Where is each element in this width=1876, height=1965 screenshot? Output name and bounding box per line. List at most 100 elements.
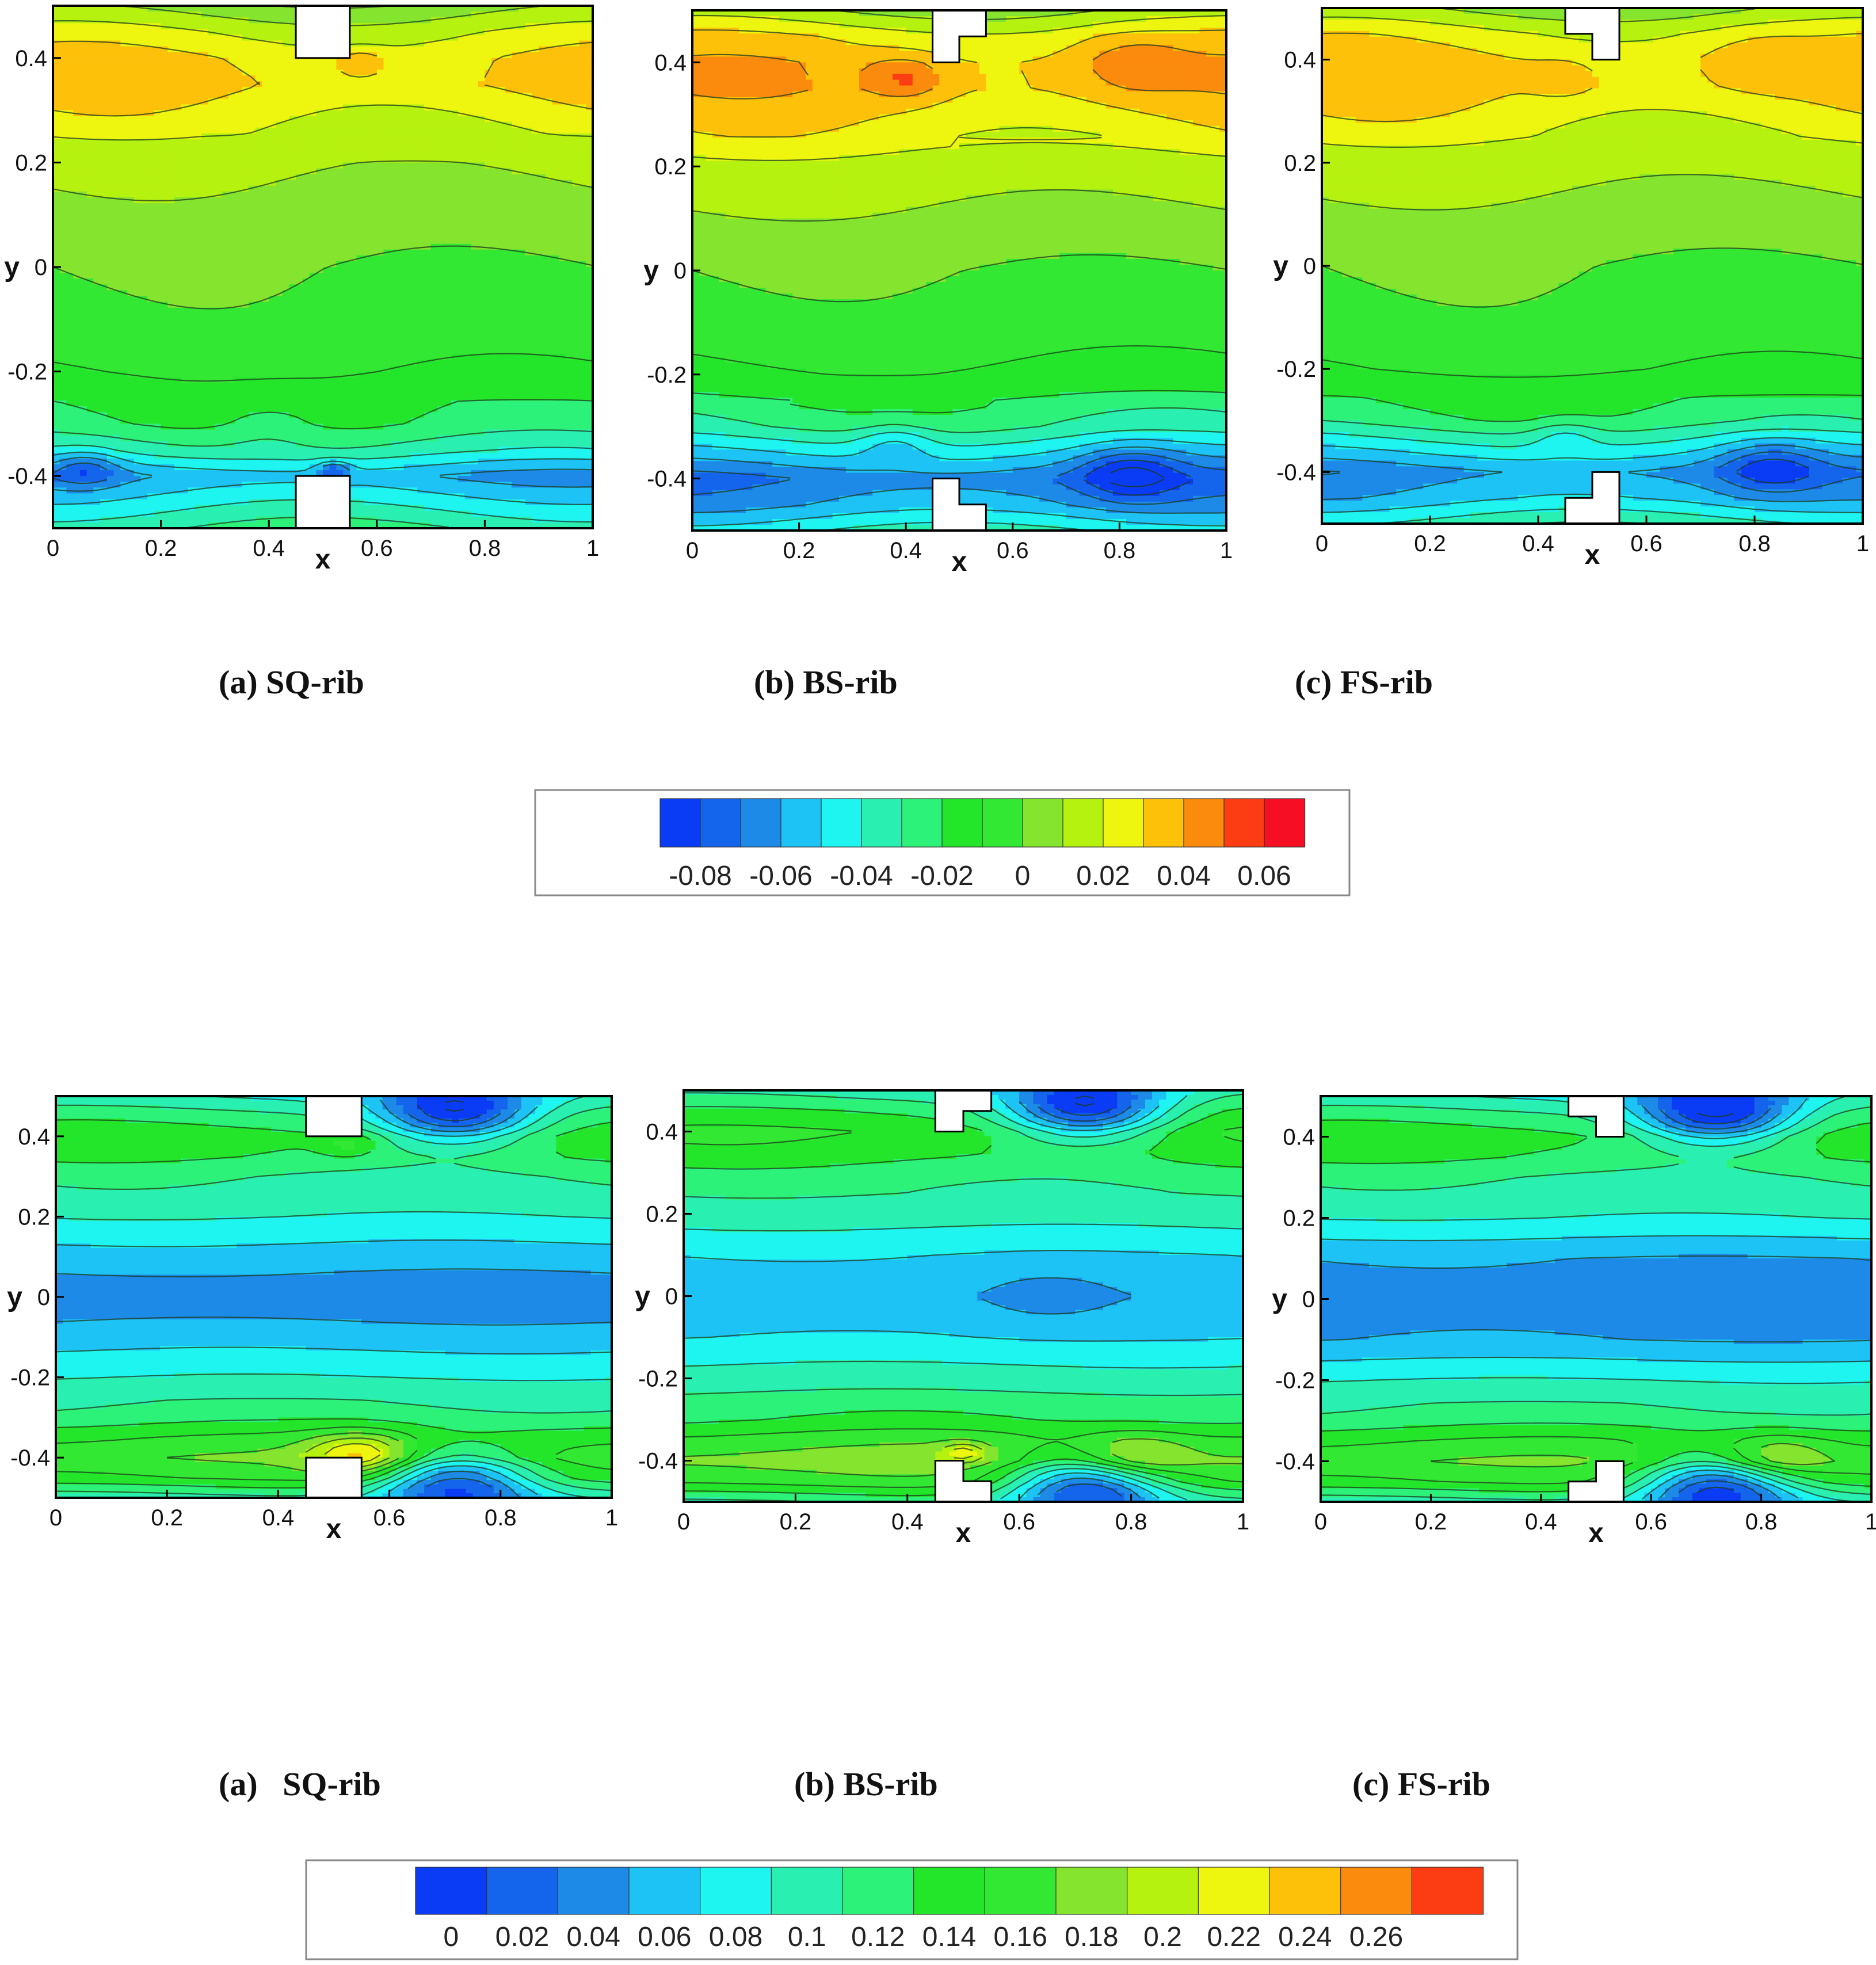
colorbar-swatch bbox=[902, 799, 943, 847]
colorbar-label: -0.06 bbox=[749, 861, 812, 891]
x-tick-label: 0.2 bbox=[783, 538, 815, 563]
panel-title: (c) FS-rib bbox=[1352, 1765, 1490, 1803]
y-tick-label: -0.4 bbox=[638, 1449, 678, 1474]
x-tick-label: 0.2 bbox=[151, 1505, 183, 1531]
colorbar-label: 0.04 bbox=[566, 1922, 620, 1952]
colorbar-swatch bbox=[1269, 1867, 1341, 1914]
x-tick-label: 0.2 bbox=[145, 536, 177, 561]
x-tick-label: 0 bbox=[1314, 1509, 1327, 1535]
y-axis-label: y bbox=[4, 252, 20, 283]
x-axis-label: x bbox=[1585, 540, 1600, 570]
y-tick-label: 0.2 bbox=[18, 1204, 50, 1230]
x-tick-label: 0 bbox=[686, 538, 699, 563]
x-tick-label: 0 bbox=[49, 1505, 62, 1531]
contour-plot: 0 0.2 0.4 0.6 0.8 10.40.20-0.2-0.4xy bbox=[635, 1090, 1249, 1548]
x-tick-label: 0 bbox=[677, 1509, 690, 1535]
y-tick-label: 0.2 bbox=[646, 1202, 678, 1227]
y-tick-label: 0.4 bbox=[654, 50, 687, 75]
colorbar-swatch bbox=[1056, 1867, 1127, 1914]
colorbar-swatch bbox=[1224, 799, 1265, 847]
x-axis-label: x bbox=[315, 544, 331, 575]
x-tick-label: 0 bbox=[1316, 531, 1328, 556]
panel-title: (b) BS-rib bbox=[754, 663, 898, 701]
y-tick-label: 0 bbox=[674, 258, 687, 284]
y-axis-label: y bbox=[643, 255, 659, 286]
colorbar-label: 0.2 bbox=[1143, 1922, 1182, 1952]
colorbar-swatch bbox=[1023, 799, 1063, 847]
colorbar-label: 0.16 bbox=[993, 1922, 1047, 1952]
colorbar-swatch bbox=[985, 1867, 1056, 1914]
colorbar-swatch bbox=[487, 1867, 558, 1914]
colorbar-swatch bbox=[842, 1867, 914, 1914]
colorbar-label: 0 bbox=[1015, 861, 1031, 891]
y-tick-label: -0.4 bbox=[1275, 1449, 1315, 1475]
x-tick-label: 0.4 bbox=[253, 536, 285, 561]
x-tick-label: 0.8 bbox=[1104, 538, 1136, 563]
colorbar-label: -0.02 bbox=[910, 861, 973, 891]
colorbar-swatch bbox=[914, 1867, 985, 1914]
x-axis-label: x bbox=[326, 1514, 342, 1544]
x-tick-label: 0.4 bbox=[891, 1509, 924, 1535]
x-tick-label: 0.6 bbox=[361, 536, 393, 561]
y-tick-label: 0.2 bbox=[1284, 151, 1316, 176]
colorbar-swatch bbox=[982, 799, 1023, 847]
x-tick-label: 0.2 bbox=[1415, 1509, 1447, 1535]
colorbar-label: 0.14 bbox=[922, 1922, 976, 1952]
colorbar-label: 0.04 bbox=[1157, 861, 1210, 891]
colorbar-label: 0.18 bbox=[1065, 1922, 1118, 1952]
colorbar-label: -0.08 bbox=[669, 861, 731, 891]
y-tick-label: -0.4 bbox=[647, 467, 687, 492]
x-tick-label: 0.6 bbox=[1630, 531, 1663, 556]
colorbar-label: 0.02 bbox=[1076, 861, 1130, 891]
x-tick-label: 0.8 bbox=[1115, 1509, 1147, 1535]
x-tick-label: 0 bbox=[47, 536, 59, 561]
y-tick-label: 0.4 bbox=[15, 46, 47, 71]
colorbar-swatch bbox=[1198, 1867, 1269, 1914]
y-axis-label: y bbox=[635, 1281, 650, 1312]
x-axis-label: x bbox=[956, 1518, 971, 1548]
y-tick-label: -0.2 bbox=[638, 1367, 678, 1392]
x-tick-label: 0.6 bbox=[997, 538, 1029, 563]
colorbar-swatch bbox=[1143, 799, 1184, 847]
colorbar-swatch bbox=[629, 1867, 700, 1914]
x-tick-label: 1 bbox=[1220, 538, 1233, 563]
colorbar-legend: 0 0.02 0.04 0.06 0.08 0.1 0.12 0.14 0.16 0.18 0.2 0… bbox=[306, 1860, 1517, 1959]
colorbar-label: 0.12 bbox=[851, 1922, 905, 1952]
colorbar-swatch bbox=[1127, 1867, 1199, 1914]
y-tick-label: 0.4 bbox=[18, 1124, 50, 1150]
x-tick-label: 0.6 bbox=[373, 1505, 406, 1531]
colorbar-label: -0.04 bbox=[830, 861, 893, 891]
bottom-row-titles: (a) SQ-rib (b) BS-rib (c) FS-rib bbox=[219, 1765, 1490, 1803]
colorbar-label: 0 bbox=[443, 1922, 459, 1952]
y-tick-label: 0.4 bbox=[1283, 1125, 1315, 1150]
y-tick-label: 0.2 bbox=[15, 150, 47, 175]
x-tick-label: 1 bbox=[586, 536, 599, 561]
y-tick-label: 0.4 bbox=[1284, 48, 1316, 73]
y-tick-label: -0.4 bbox=[10, 1445, 50, 1471]
colorbar-swatch bbox=[821, 799, 862, 847]
y-tick-label: -0.2 bbox=[10, 1365, 50, 1391]
top-row-titles: (a) SQ-rib (b) BS-rib (c) FS-rib bbox=[219, 663, 1433, 701]
panel-title: (a) SQ-rib bbox=[219, 1765, 381, 1803]
contour-fill bbox=[692, 10, 1227, 531]
y-tick-label: -0.4 bbox=[7, 464, 47, 489]
x-tick-label: 1 bbox=[1237, 1509, 1249, 1535]
contour-plot: 0 0.2 0.4 0.6 0.8 10.40.20-0.2-0.4xy bbox=[1273, 8, 1869, 570]
colorbar-swatch bbox=[741, 799, 781, 847]
x-axis-label: x bbox=[952, 547, 967, 577]
x-tick-label: 0.2 bbox=[1414, 531, 1446, 556]
y-tick-label: -0.2 bbox=[1276, 357, 1316, 382]
y-tick-label: -0.2 bbox=[647, 363, 687, 388]
y-tick-label: 0 bbox=[1302, 1287, 1315, 1312]
y-tick-label: -0.4 bbox=[1276, 460, 1316, 485]
contour-plot: 0 0.2 0.4 0.6 0.8 10.40.20-0.2-0.4xy bbox=[643, 10, 1233, 577]
colorbar-label: 0.24 bbox=[1278, 1922, 1332, 1952]
contour-fill bbox=[1322, 8, 1863, 524]
contour-fill bbox=[53, 6, 593, 529]
y-tick-label: 0 bbox=[665, 1284, 678, 1310]
panel-title: (c) FS-rib bbox=[1295, 663, 1433, 701]
contour-plot: 0 0.2 0.4 0.6 0.8 10.40.20-0.2-0.4xy bbox=[7, 1096, 618, 1544]
contour-plot: 0 0.2 0.4 0.6 0.8 10.40.20-0.2-0.4xy bbox=[1272, 1096, 1876, 1548]
x-tick-label: 0.6 bbox=[1003, 1509, 1035, 1535]
